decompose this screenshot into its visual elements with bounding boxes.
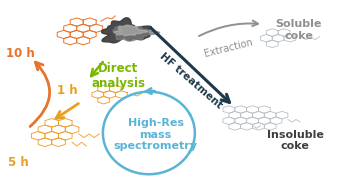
Polygon shape	[114, 25, 148, 36]
Text: High-Res
mass
spectrometry: High-Res mass spectrometry	[114, 118, 198, 151]
Text: Insoluble
coke: Insoluble coke	[267, 130, 324, 151]
Text: 5 h: 5 h	[8, 156, 29, 169]
Polygon shape	[113, 26, 159, 41]
Text: Extraction: Extraction	[203, 38, 254, 59]
Text: Soluble
coke: Soluble coke	[276, 19, 322, 41]
Text: 1 h: 1 h	[57, 84, 77, 97]
Polygon shape	[102, 18, 152, 43]
Text: 10 h: 10 h	[6, 47, 35, 60]
Text: Direct
analysis: Direct analysis	[91, 62, 145, 90]
Text: HF treatment: HF treatment	[158, 51, 224, 110]
